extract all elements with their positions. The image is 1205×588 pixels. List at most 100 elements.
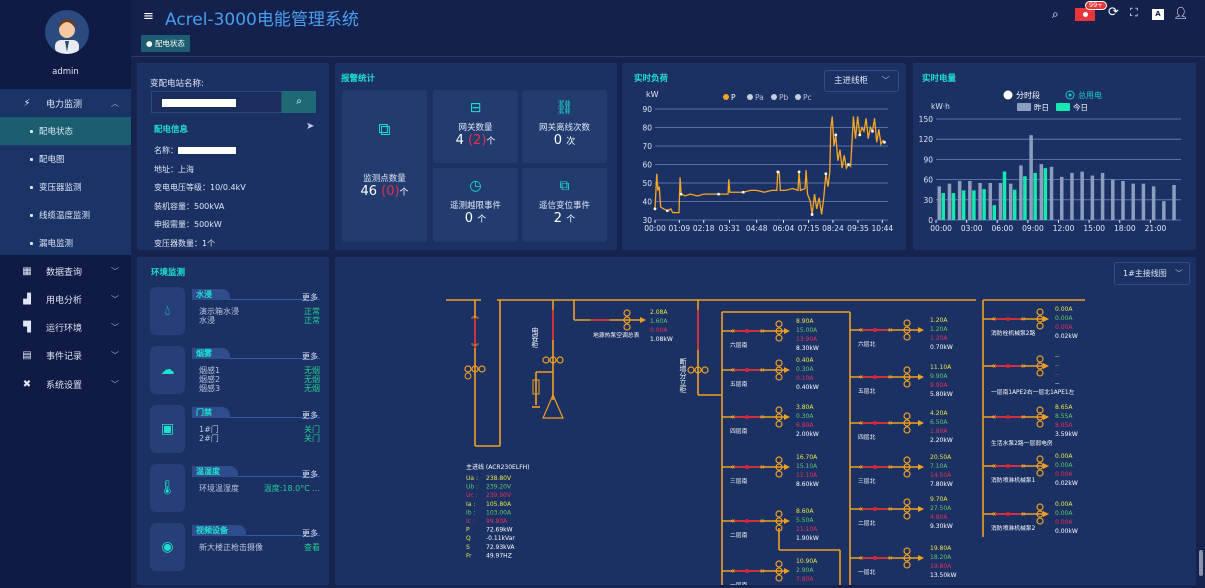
switch-chevron-icon: « xyxy=(730,327,736,337)
env-title: 环境监测 xyxy=(151,268,186,278)
arrow-icon xyxy=(918,420,924,426)
bar-today xyxy=(982,189,986,220)
env-row-status: 无烟 xyxy=(304,366,320,375)
fullscreen-icon[interactable]: ⛶ xyxy=(1130,6,1138,19)
switch-chevron-icon: « xyxy=(991,315,997,325)
arrow-icon xyxy=(784,414,790,420)
breaker-icon xyxy=(873,465,877,469)
tab-distribution-status[interactable]: ● 配电状态 xyxy=(141,35,190,52)
smoke-icon: ☁ xyxy=(150,346,185,394)
menu-usage-analysis[interactable]: ▟ 用电分析 ﹀ xyxy=(0,285,131,313)
switch-chevron-icon: » xyxy=(760,413,766,423)
more-link[interactable]: 更多 xyxy=(302,411,318,420)
submenu-label: 配电状态 xyxy=(39,127,74,137)
avatar[interactable] xyxy=(45,10,89,54)
monitor-chart-icon: ⧉ xyxy=(378,120,391,140)
ct-meter-icon xyxy=(775,560,783,568)
submenu-leakage-monitoring[interactable]: 漏电监测 xyxy=(0,229,131,257)
feeder-label: 二层北 xyxy=(858,519,876,527)
card-monitor-points[interactable]: ⧉ 监测点数量 46 (0)个 xyxy=(342,90,427,242)
feeder-value: 1.20A xyxy=(930,317,948,324)
ct-meter-icon xyxy=(903,412,911,420)
submenu-transformer-monitoring[interactable]: 变压器监测 xyxy=(0,173,131,201)
redacted-value xyxy=(162,99,236,107)
card-telemetry-events[interactable]: ◷ 遥测越限事件 0 个 xyxy=(433,168,518,242)
more-link[interactable]: 更多 xyxy=(302,352,318,361)
feeder-value: 11.10A xyxy=(930,364,952,371)
card-gateway-offline[interactable]: ⛓ 网关离线次数 0 次 xyxy=(522,90,607,163)
bar-yesterday xyxy=(1090,175,1095,220)
send-icon[interactable]: ➤ xyxy=(306,121,315,132)
ct-meter-icon xyxy=(903,419,911,427)
env-row: 环境温湿度 温度:18.0°C ... xyxy=(199,484,320,493)
user-avatar-icon xyxy=(55,19,79,54)
font-size-icon[interactable]: A xyxy=(1152,9,1164,20)
submenu-distribution-status[interactable]: 配电状态 xyxy=(0,117,131,145)
feeder-value: 9.90A xyxy=(930,373,948,380)
card-telesignal-events[interactable]: ⧉ 遥信变位事件 2 个 xyxy=(522,168,607,242)
feeder-value: 19.80A xyxy=(930,563,952,570)
bar-yesterday xyxy=(937,186,941,220)
legend-label: 今日 xyxy=(1073,102,1088,112)
menu-event-log[interactable]: ▤ 事件记录 ﹀ xyxy=(0,341,131,369)
submenu-cable-temperature[interactable]: 线缆温度监测 xyxy=(0,201,131,229)
x-tick-label: 02:18 xyxy=(693,224,715,233)
station-name-input[interactable] xyxy=(151,91,282,113)
submenu-label: 变压器监测 xyxy=(39,183,82,193)
info-row-voltage: 变电电压等级：10/0.4kV xyxy=(154,179,246,198)
card-value: 0 xyxy=(553,133,563,148)
switch-chevron-icon: » xyxy=(888,373,894,383)
feeder-value: 0.30A xyxy=(796,413,814,420)
header: ≡ Acrel-3000电能管理系统 ● 配电状态 ⌕ 99+ ⟳ ⛶ A 👤︎ xyxy=(131,0,1205,57)
menu-label: 运行环境 xyxy=(46,323,83,334)
submenu-distribution-diagram[interactable]: 配电图 xyxy=(0,145,131,173)
bell-icon[interactable] xyxy=(1075,8,1095,21)
bar-yesterday xyxy=(978,182,982,220)
info-value: 500kVA xyxy=(194,201,225,211)
env-section-header: 烟雾 更多 xyxy=(192,348,320,361)
breaker-icon xyxy=(1006,415,1010,419)
feeder-value: 8.05A xyxy=(1055,422,1073,429)
bar-yesterday xyxy=(1008,183,1013,220)
switch-chevron-icon: » xyxy=(888,505,894,515)
scrollbar[interactable] xyxy=(1199,550,1203,576)
switch-chevron-icon: « xyxy=(991,413,997,423)
chevron-up-icon: ︿ xyxy=(111,98,119,108)
search-button[interactable]: ⌕ xyxy=(282,91,316,113)
menu-system-settings[interactable]: ✖ 系统设置 ﹀ xyxy=(0,370,131,398)
ct-meter-icon xyxy=(903,426,911,434)
feeder-value: -- xyxy=(1055,362,1059,369)
cabinet-select[interactable]: 主进线柜 ﹀ xyxy=(824,70,899,92)
feeder-value: 8.60kW xyxy=(796,481,819,488)
menu-power-monitoring[interactable]: ⚡ 电力监测 ︿ xyxy=(0,89,131,117)
reading-value: 105.80A xyxy=(486,501,512,508)
search-icon[interactable]: ⌕ xyxy=(1052,7,1059,21)
diagram-select[interactable]: 1#主接线图 ﹀ xyxy=(1114,262,1190,285)
card-gateways[interactable]: ⊟ 网关数量 4 (2)个 xyxy=(433,90,518,163)
hamburger-menu-icon[interactable]: ≡ xyxy=(143,9,154,24)
switch-chevron-icon: » xyxy=(888,419,894,429)
breaker-icon xyxy=(745,415,749,419)
more-link[interactable]: 更多 xyxy=(302,293,318,302)
ct-meter-icon xyxy=(775,373,783,381)
bar-yesterday xyxy=(988,182,993,220)
load-line-chart: kW 30 40 50 60 70 80 90 00:00 01:09 02:18 03:31 04:4… xyxy=(642,90,893,233)
refresh-icon[interactable]: ⟳ xyxy=(1108,5,1119,20)
ct-meter-icon xyxy=(1036,455,1044,463)
feeder-value: 0.30A xyxy=(796,366,814,373)
ct-meter-icon xyxy=(903,319,911,327)
env-row-status: 无烟 xyxy=(304,384,320,393)
more-link[interactable]: 更多 xyxy=(302,470,318,479)
menu-data-query[interactable]: ▦ 数据查询 ﹀ xyxy=(0,257,131,285)
menu-environment[interactable]: ▜ 运行环境 ﹀ xyxy=(0,313,131,341)
feeder-label: 六层南 xyxy=(730,341,748,349)
env-row-status[interactable]: 查看 xyxy=(304,543,320,552)
env-section-header: 视频设备 更多 xyxy=(192,525,320,538)
more-link[interactable]: 更多 xyxy=(302,529,318,538)
user-icon[interactable]: 👤︎ xyxy=(1173,6,1189,20)
ct-meter-icon xyxy=(775,510,783,518)
breaker-icon xyxy=(745,329,749,333)
feeder-value: 3.59kW xyxy=(1055,431,1078,438)
switch-chevron-icon: ︾ xyxy=(471,343,479,352)
diagram-group: ︽ ︾ 地源热泵空调总表 2.08A 1.60A 0.00A 1.08kW « » 六层南 8.90… xyxy=(446,299,1085,585)
